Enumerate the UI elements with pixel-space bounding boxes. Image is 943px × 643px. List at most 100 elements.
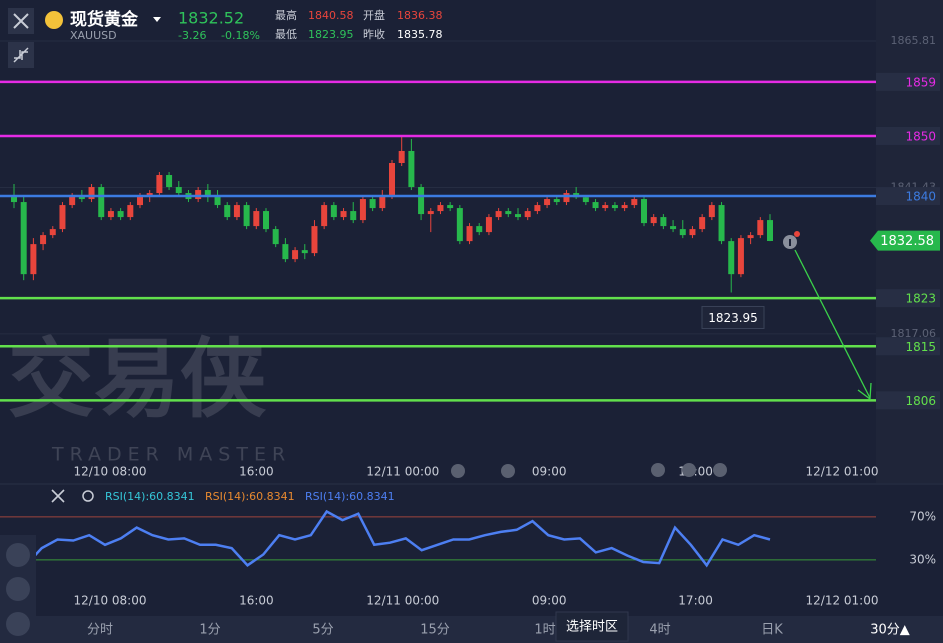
y-tick-label: 1865.81 <box>891 34 937 47</box>
rsi-settings[interactable] <box>82 490 94 502</box>
tab[interactable]: 分时 <box>87 623 113 638</box>
close-icon <box>13 13 29 29</box>
candle-body <box>49 229 56 236</box>
candle-body <box>243 205 250 227</box>
candle-body <box>311 226 318 254</box>
tab-bar <box>36 616 943 643</box>
symbol-name[interactable]: 现货黄金 <box>70 9 139 30</box>
tab[interactable]: 日K <box>761 623 783 638</box>
rsi-x-label: 16:00 <box>239 594 274 608</box>
rsi-close[interactable] <box>51 489 65 503</box>
candle-body <box>137 196 143 206</box>
candle-body <box>515 214 521 218</box>
marker-button[interactable] <box>713 463 727 477</box>
rsi-x-label: 17:00 <box>678 594 713 608</box>
level-tag <box>876 187 940 206</box>
candle-body <box>553 199 560 203</box>
symbol-code: XAUUSD <box>70 29 117 42</box>
candle-body <box>88 187 95 200</box>
candle-body <box>69 196 76 206</box>
candle-body <box>292 250 299 260</box>
trend-arrow <box>794 249 871 399</box>
candle-body <box>699 217 706 230</box>
rsi-x-label: 12/12 01:00 <box>806 594 879 608</box>
candle-body <box>641 199 647 224</box>
y-tick-label: 1817.06 <box>891 327 937 340</box>
popup[interactable] <box>555 611 629 642</box>
open-label: 开盘 <box>363 8 385 22</box>
candle-body <box>728 241 735 275</box>
candle-body <box>40 235 47 245</box>
prev-label: 昨收 <box>363 27 385 41</box>
marker-button[interactable] <box>501 464 515 478</box>
candle-body <box>146 193 153 197</box>
collapse-icon <box>13 47 29 63</box>
candle-body <box>737 238 744 275</box>
high-value: 1840.58 <box>308 9 354 22</box>
marker-button[interactable] <box>651 463 665 477</box>
candle-body <box>476 226 483 233</box>
low-marker-box <box>701 305 765 329</box>
tab[interactable]: 30分▲ <box>870 623 910 638</box>
candle-body <box>505 211 512 215</box>
candle-body <box>321 205 328 227</box>
tab[interactable]: 1时 <box>534 623 555 638</box>
low-marker-label: 1823.95 <box>708 311 758 325</box>
candle-body <box>466 226 473 242</box>
marker-button[interactable] <box>682 463 696 477</box>
rsi-x-label: 12/11 00:00 <box>366 594 439 608</box>
candle-body <box>166 175 173 188</box>
candle-body <box>602 205 609 209</box>
x-tick-label: 12/10 08:00 <box>74 465 147 479</box>
level-label: 1806 <box>905 394 936 408</box>
candle-body <box>544 199 551 206</box>
candle-body <box>437 205 444 212</box>
candle-body <box>563 193 570 203</box>
candle-body <box>592 202 599 209</box>
candle-body <box>233 205 240 218</box>
level-tag <box>876 391 940 410</box>
candle-body <box>447 205 454 209</box>
candle-body <box>175 187 182 194</box>
open-value: 1836.38 <box>397 9 443 22</box>
x-tick-label: 12/12 01:00 <box>806 465 879 479</box>
popup-text[interactable]: 选择时区 <box>566 620 618 635</box>
tab[interactable]: 5分 <box>312 623 333 638</box>
dropdown-icon[interactable] <box>153 17 161 22</box>
level-label: 1859 <box>905 75 936 89</box>
marker-button[interactable] <box>451 464 465 478</box>
candle-body <box>524 211 531 218</box>
tab[interactable]: 4时 <box>649 623 670 638</box>
candle-body <box>485 217 492 233</box>
x-tick-label: 12/11 00:00 <box>366 465 439 479</box>
rsi-panel: 70% 30% RSI(14):60.8341 RSI(14):60.8341 RSI(… <box>0 490 936 608</box>
x-tick-label: 16:00 <box>239 465 274 479</box>
last-price-tag <box>870 230 940 251</box>
candle-body <box>272 229 279 245</box>
candle-body <box>534 205 541 212</box>
change: -3.26 <box>178 29 206 42</box>
candle-body <box>359 199 366 221</box>
candle-body <box>398 150 405 164</box>
tab[interactable]: 1分 <box>199 623 220 638</box>
high-label: 最高 <box>275 8 297 22</box>
candle-body <box>767 220 773 241</box>
candle-body <box>78 196 85 200</box>
tab[interactable]: 15分 <box>420 623 450 638</box>
candle-body <box>689 229 696 236</box>
candle-body <box>117 211 124 218</box>
tool-button[interactable] <box>6 577 30 601</box>
tabs: 分时 1分 5分 15分 1时 4时 日K 30分▲ <box>87 623 910 638</box>
low-value: 1823.95 <box>308 28 354 41</box>
candle-body <box>98 187 105 218</box>
tool-button[interactable] <box>6 543 30 567</box>
level-tag <box>876 289 940 308</box>
level-label: 1850 <box>905 129 936 143</box>
main-chart: 1865.811841.431817.061859185018401823181… <box>0 34 940 479</box>
candle-body <box>253 211 260 227</box>
tool-button[interactable] <box>6 612 30 636</box>
level-tag <box>876 72 940 91</box>
